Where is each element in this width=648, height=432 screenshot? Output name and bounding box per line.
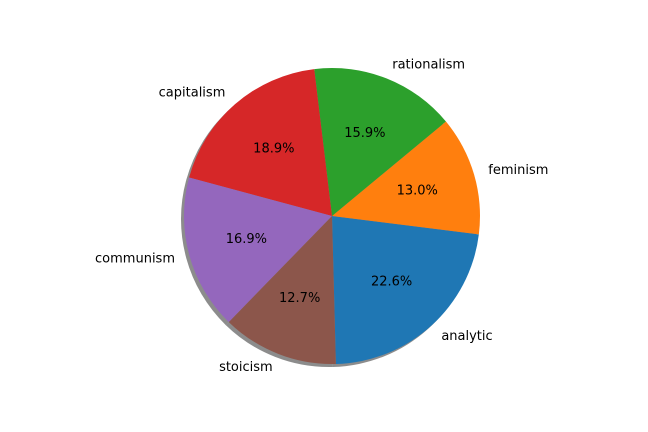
slice-percent-rationalism: 15.9%	[344, 126, 385, 141]
slice-percent-analytic: 22.6%	[371, 274, 412, 289]
pie-slice-capitalism	[189, 69, 332, 216]
slice-label-stoicism: stoicism	[219, 360, 273, 375]
pie-slice-rationalism	[314, 67, 446, 216]
slice-percent-capitalism: 18.9%	[253, 141, 294, 156]
slice-percent-stoicism: 12.7%	[279, 291, 320, 306]
slice-label-analytic: analytic	[441, 329, 492, 344]
pie-slice-feminism	[332, 121, 481, 235]
pie-labels: analytic 22.6% feminism 13.0% rationalism 15.…	[95, 57, 548, 375]
slice-percent-communism: 16.9%	[226, 232, 267, 247]
slice-label-capitalism: capitalism	[159, 85, 226, 100]
pie-slices	[184, 67, 481, 364]
slice-label-feminism: feminism	[488, 163, 548, 178]
pie-slice-communism	[184, 177, 332, 323]
pie-slice-analytic	[332, 216, 479, 364]
pie-slice-stoicism	[228, 216, 336, 364]
slice-percent-feminism: 13.0%	[397, 184, 438, 199]
slice-label-rationalism: rationalism	[392, 57, 465, 72]
slice-label-communism: communism	[95, 252, 175, 267]
